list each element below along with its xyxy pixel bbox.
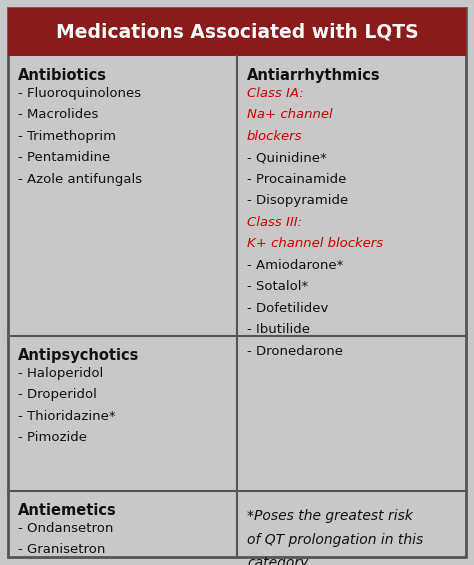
Text: - Dronedarone: - Dronedarone (247, 345, 343, 358)
Text: - Ibutilide: - Ibutilide (247, 323, 310, 336)
Text: Antiemetics: Antiemetics (18, 503, 117, 518)
Text: - Fluoroquinolones: - Fluoroquinolones (18, 86, 141, 99)
Text: - Trimethoprim: - Trimethoprim (18, 129, 116, 142)
Text: Class IA:: Class IA: (247, 86, 304, 99)
Text: - Haloperidol: - Haloperidol (18, 367, 103, 380)
Text: - Sotalol*: - Sotalol* (247, 280, 308, 293)
Text: Antibiotics: Antibiotics (18, 68, 107, 83)
Text: - Pimozide: - Pimozide (18, 431, 87, 444)
Text: - Droperidol: - Droperidol (18, 388, 97, 401)
Text: - Macrolides: - Macrolides (18, 108, 99, 121)
Text: blockers: blockers (247, 129, 302, 142)
Text: category: category (247, 557, 309, 565)
Text: - Procainamide: - Procainamide (247, 172, 346, 185)
Text: - Azole antifungals: - Azole antifungals (18, 172, 142, 185)
Text: *Poses the greatest risk: *Poses the greatest risk (247, 509, 413, 523)
Text: K+ channel blockers: K+ channel blockers (247, 237, 383, 250)
Text: - Thioridazine*: - Thioridazine* (18, 410, 116, 423)
Text: Antipsychotics: Antipsychotics (18, 348, 139, 363)
Text: - Dofetilidev: - Dofetilidev (247, 302, 328, 315)
Bar (8, 8, 466, 56)
Text: - Quinidine*: - Quinidine* (247, 151, 327, 164)
Text: - Disopyramide: - Disopyramide (247, 194, 348, 207)
Text: Na+ channel: Na+ channel (247, 108, 333, 121)
Text: Class III:: Class III: (247, 216, 302, 229)
Text: - Amiodarone*: - Amiodarone* (247, 259, 343, 272)
Text: Medications Associated with LQTS: Medications Associated with LQTS (55, 23, 419, 41)
Text: Antiarrhythmics: Antiarrhythmics (247, 68, 381, 83)
Text: - Granisetron: - Granisetron (18, 543, 105, 556)
Text: of QT prolongation in this: of QT prolongation in this (247, 533, 423, 547)
Text: - Pentamidine: - Pentamidine (18, 151, 110, 164)
Text: - Ondansetron: - Ondansetron (18, 521, 113, 534)
